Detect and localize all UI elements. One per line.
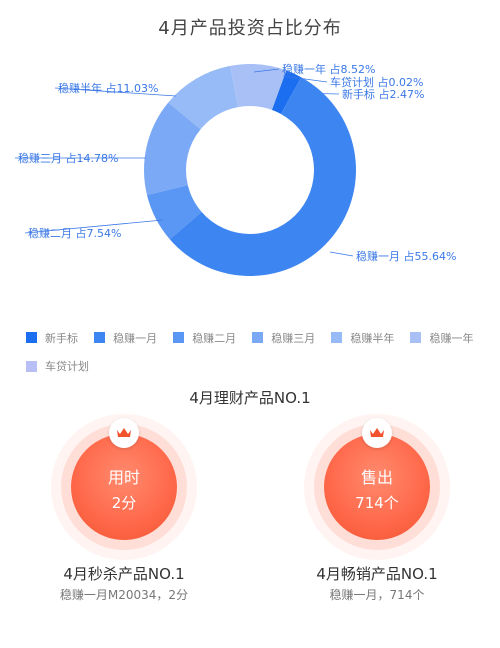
legend-swatch <box>26 360 37 372</box>
legend-swatch <box>252 332 264 343</box>
donut-chart: 新手标 占2.47% 稳赚一月 占55.64% 稳赚二月 占7.54% 稳赚三月 占1… <box>15 62 456 277</box>
slice-label-稳赚一年: 稳赚一年 占8.52% <box>282 62 375 76</box>
chart-legend: 新手标 稳赚一月 稳赚二月 稳赚三月 稳赚半年 稳赚一年 车贷计划 <box>26 328 486 385</box>
slice-label-稳赚半年: 稳赚半年 占11.03% <box>58 81 158 95</box>
legend-label: 稳赚一月 <box>113 331 158 345</box>
legend-label: 稳赚半年 <box>350 331 395 345</box>
slice-label-稳赚三月: 稳赚三月 占14.78% <box>18 151 118 165</box>
badge-line1: 用时 <box>107 468 140 487</box>
legend-swatch <box>26 332 37 343</box>
badge-line1: 售出 <box>360 468 393 487</box>
label-leader-line <box>253 68 280 73</box>
legend-item-稳赚一月: 稳赚一月 <box>94 331 157 345</box>
legend-item-稳赚二月: 稳赚二月 <box>173 331 236 345</box>
label-leader-line <box>54 87 177 97</box>
legend-item-稳赚三月: 稳赚三月 <box>252 331 315 345</box>
label-leader-line <box>24 219 164 234</box>
donut-slice-车贷计划 <box>271 70 287 110</box>
donut-slice-稳赚三月 <box>144 102 201 196</box>
card-title: 4月畅销产品NO.1 <box>316 565 438 583</box>
legend-item-稳赚半年: 稳赚半年 <box>331 331 394 345</box>
label-leader-line <box>329 251 354 257</box>
card-subtitle: 稳赚一月M20034，2分 <box>59 588 189 602</box>
card-title: 4月秒杀产品NO.1 <box>63 565 185 583</box>
legend-label: 车贷计划 <box>45 360 89 373</box>
badge-line2: 714个 <box>355 494 399 512</box>
legend-swatch <box>410 332 422 343</box>
legend-label: 新手标 <box>45 331 78 345</box>
legend-swatch <box>173 332 185 343</box>
slice-label-车贷计划: 车贷计划 占0.02% <box>330 75 423 89</box>
legend-label: 稳赚二月 <box>192 331 237 345</box>
legend-item-车贷计划: 车贷计划 <box>26 359 89 373</box>
badge-fastest: 用时 2分 <box>71 434 177 540</box>
legend-label: 稳赚一年 <box>429 331 474 345</box>
label-leader-line <box>282 75 328 83</box>
slice-label-稳赚二月: 稳赚二月 占7.54% <box>28 226 121 240</box>
legend-swatch <box>331 332 343 343</box>
badge-line2: 2分 <box>111 494 137 512</box>
legend-swatch <box>94 332 106 343</box>
crown-icon <box>362 418 392 448</box>
badge-bestseller: 售出 714个 <box>324 434 430 540</box>
section-title: 4月理财产品NO.1 <box>189 389 311 407</box>
legend-item-稳赚一年: 稳赚一年 <box>410 331 473 345</box>
slice-label-新手标: 新手标 占2.47% <box>342 87 424 101</box>
legend-item-新手标: 新手标 <box>26 331 78 345</box>
page-title: 4月产品投资占比分布 <box>158 18 342 39</box>
donut-slice-稳赚二月 <box>146 185 202 240</box>
card-subtitle: 稳赚一月，714个 <box>329 588 425 602</box>
slice-label-稳赚一月: 稳赚一月 占55.64% <box>356 249 456 263</box>
donut-slice-稳赚半年 <box>168 65 239 130</box>
legend-label: 稳赚三月 <box>271 331 316 345</box>
donut-slice-稳赚一月 <box>169 77 356 277</box>
donut-slice-新手标 <box>271 70 302 114</box>
donut-slice-稳赚一年 <box>230 64 287 110</box>
crown-icon <box>109 418 139 448</box>
